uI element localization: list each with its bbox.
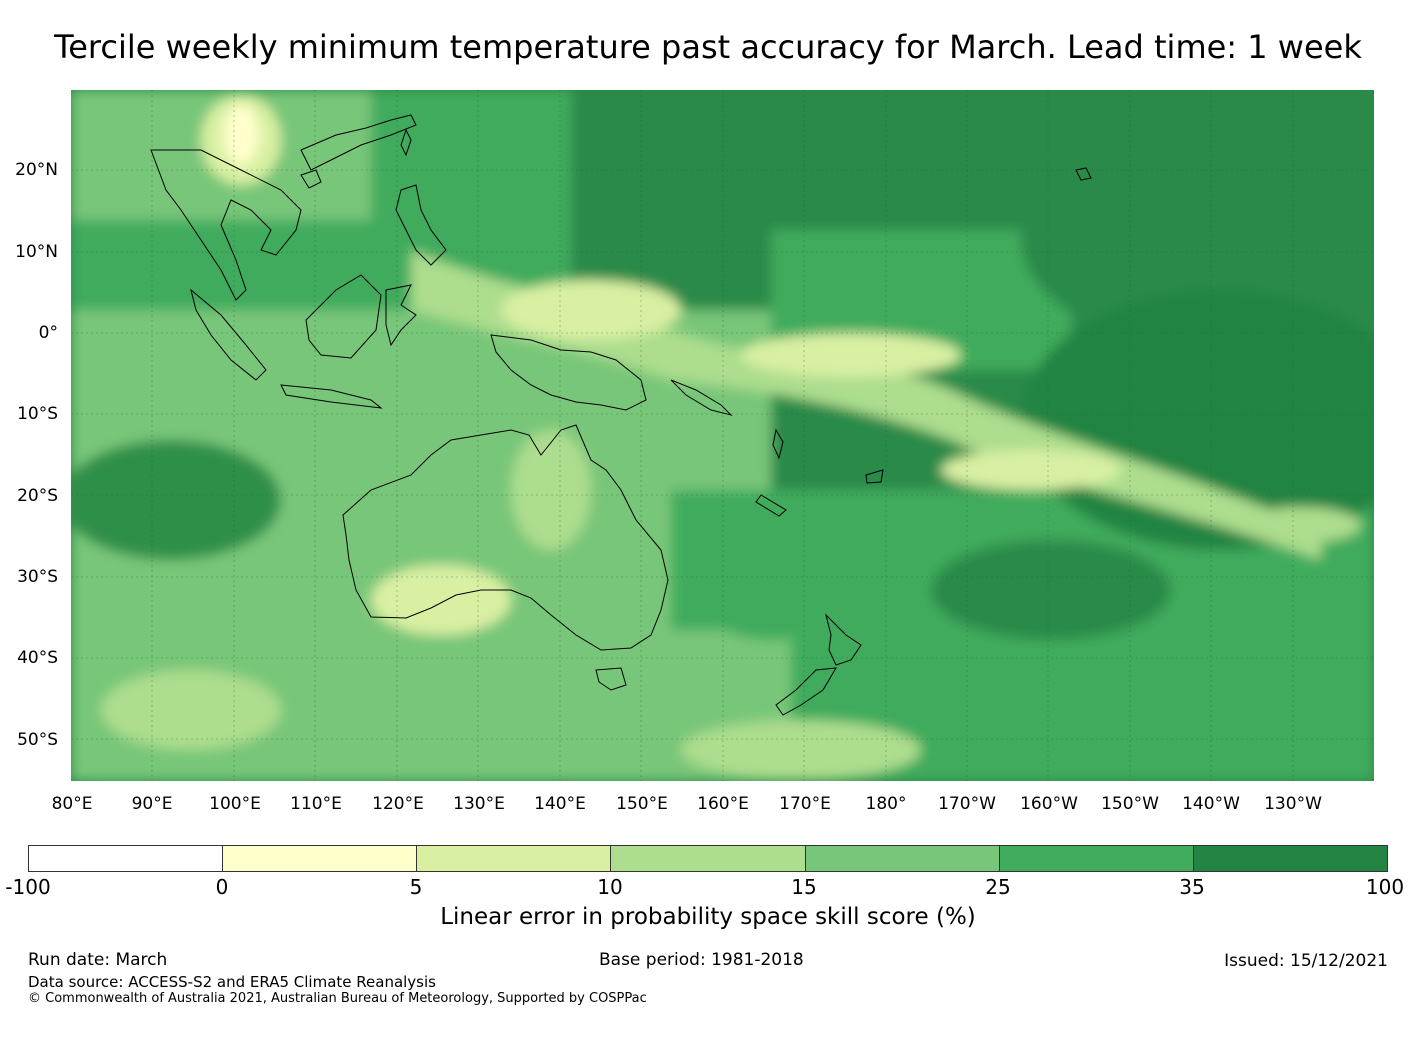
indochina-coast <box>150 149 302 301</box>
skill-field <box>71 90 1374 781</box>
sumatra-coast <box>190 288 267 381</box>
lon-label-140e: 140°E <box>534 794 586 814</box>
colorbar-segment <box>29 846 224 871</box>
hainan-coast <box>300 169 322 189</box>
lat-label-10s: 10°S <box>17 404 58 424</box>
lat-label-40s: 40°S <box>17 648 58 668</box>
chart-title: Tercile weekly minimum temperature past … <box>54 28 1362 66</box>
skill-map-svg <box>71 90 1374 781</box>
lat-label-20n: 20°N <box>15 160 58 180</box>
graticule <box>71 90 1374 781</box>
lat-label-20s: 20°S <box>17 486 58 506</box>
hawaii-coast <box>1075 167 1092 181</box>
new-guinea-coast <box>490 334 647 411</box>
tasmania-coast <box>595 667 627 691</box>
lon-label-140w: 140°W <box>1182 794 1240 814</box>
philippines-coast <box>395 184 447 266</box>
new-zealand-south <box>775 667 837 716</box>
new-zealand-north <box>825 613 862 666</box>
lon-label-160w: 160°W <box>1020 794 1078 814</box>
lat-label-10n: 10°N <box>15 242 58 262</box>
lon-label-80e: 80°E <box>51 794 93 814</box>
colorbar-label: Linear error in probability space skill … <box>440 904 976 930</box>
lon-label-90e: 90°E <box>131 794 173 814</box>
colorbar-tick: 10 <box>597 875 623 899</box>
base-period: Base period: 1981-2018 <box>599 950 804 970</box>
skill-map <box>71 90 1374 781</box>
lon-label-180: 180° <box>865 794 907 814</box>
lat-label-50s: 50°S <box>17 730 58 750</box>
data-source: Data source: ACCESS-S2 and ERA5 Climate … <box>28 973 436 991</box>
lon-label-130w: 130°W <box>1264 794 1322 814</box>
australia-coast <box>342 424 669 651</box>
lon-label-150w: 150°W <box>1101 794 1159 814</box>
sulawesi-coast <box>385 284 417 347</box>
colorbar-segment <box>417 846 612 871</box>
new-caledonia-coast <box>755 494 787 517</box>
colorbar-segment <box>805 846 1000 871</box>
colorbar <box>28 845 1388 872</box>
vanuatu-coast <box>772 428 784 460</box>
taiwan-coast <box>400 128 412 157</box>
lon-label-130e: 130°E <box>453 794 505 814</box>
lon-label-100e: 100°E <box>209 794 261 814</box>
lat-label-30s: 30°S <box>17 567 58 587</box>
lon-label-170w: 170°W <box>938 794 996 814</box>
colorbar-tick: 5 <box>409 875 423 899</box>
copyright: © Commonwealth of Australia 2021, Austra… <box>28 991 647 1006</box>
issued-date: Issued: 15/12/2021 <box>1224 951 1388 971</box>
colorbar-tick: 100 <box>1365 875 1405 899</box>
borneo-coast <box>305 274 382 359</box>
solomon-coast <box>670 379 733 416</box>
colorbar-segment <box>1193 846 1387 871</box>
colorbar-segment <box>223 846 418 871</box>
colorbar-tick: 0 <box>215 875 229 899</box>
fiji-coast <box>865 469 884 484</box>
coastlines <box>150 114 1092 716</box>
lon-label-160e: 160°E <box>697 794 749 814</box>
lon-label-170e: 170°E <box>779 794 831 814</box>
colorbar-tick: 35 <box>1179 875 1205 899</box>
lon-label-150e: 150°E <box>616 794 668 814</box>
colorbar-tick: 15 <box>791 875 817 899</box>
china-coast <box>300 114 417 171</box>
java-coast <box>280 384 383 409</box>
colorbar-segment <box>611 846 806 871</box>
colorbar-segment <box>999 846 1194 871</box>
colorbar-tick: -100 <box>5 875 51 899</box>
lon-label-120e: 120°E <box>372 794 424 814</box>
lon-label-110e: 110°E <box>290 794 342 814</box>
lat-label-0: 0° <box>38 323 58 343</box>
colorbar-tick: 25 <box>985 875 1011 899</box>
run-date: Run date: March <box>28 950 168 970</box>
